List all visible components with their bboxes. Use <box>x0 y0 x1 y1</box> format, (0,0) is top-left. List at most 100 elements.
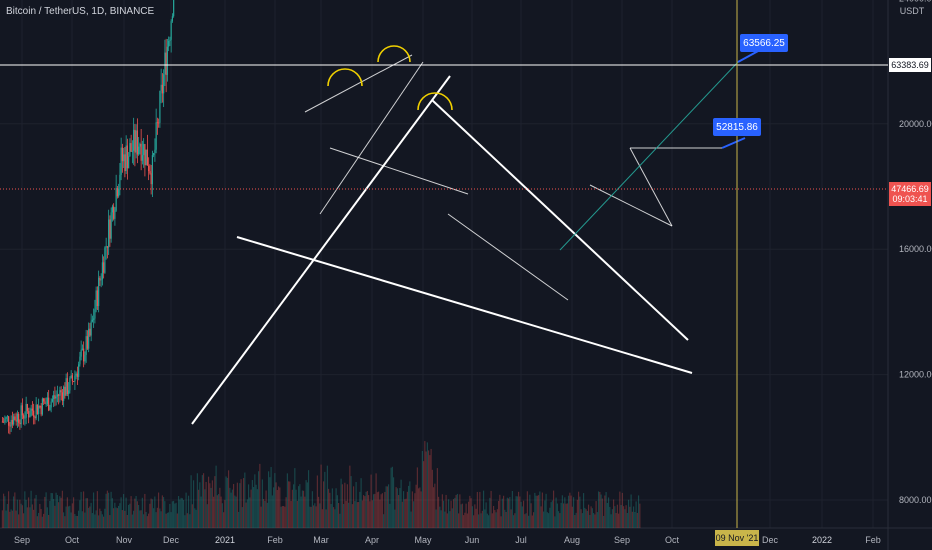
volume-bar <box>354 501 356 528</box>
volume-bar <box>401 501 403 528</box>
volume-bar <box>546 512 548 528</box>
volume-bar <box>359 491 361 528</box>
volume-bar <box>248 484 250 528</box>
volume-bar <box>369 501 371 528</box>
volume-bar <box>324 471 326 528</box>
volume-bar <box>24 491 26 528</box>
volume-bar <box>40 508 42 528</box>
volume-bar <box>144 493 146 528</box>
candle-body <box>145 149 147 166</box>
volume-bar <box>111 498 113 528</box>
volume-bar <box>573 497 575 528</box>
volume-bar <box>425 451 427 528</box>
candle-body <box>39 405 41 407</box>
candle-body <box>164 52 166 75</box>
candle-body <box>54 395 56 399</box>
volume-bar <box>158 492 160 528</box>
volume-bar <box>118 505 120 528</box>
volume-bar <box>283 506 285 528</box>
volume-bar <box>636 512 638 528</box>
volume-bar <box>141 497 143 528</box>
volume-bar <box>174 503 176 528</box>
volume-bar <box>435 509 437 528</box>
volume-bar <box>225 476 227 528</box>
candle-body <box>110 212 112 239</box>
volume-bar <box>631 511 633 528</box>
candle-body <box>18 413 20 423</box>
candle-body <box>51 399 53 402</box>
volume-bar <box>298 486 300 528</box>
x-tick-label: Dec <box>762 535 779 545</box>
time-marker-tag <box>715 530 759 546</box>
volume-bar <box>458 513 460 528</box>
volume-bar <box>218 494 220 528</box>
candle-body <box>5 417 7 419</box>
candle-body <box>11 419 13 425</box>
volume-bar <box>214 476 216 528</box>
volume-bar <box>505 511 507 528</box>
volume-bar <box>108 492 110 528</box>
volume-bar <box>446 513 448 528</box>
candle-body <box>35 404 37 419</box>
candle-body <box>111 206 113 213</box>
volume-bar <box>204 489 206 528</box>
volume-bar <box>205 481 207 528</box>
volume-bar <box>130 496 132 528</box>
candle-body <box>134 129 136 153</box>
volume-bar <box>311 491 313 528</box>
volume-bar <box>481 510 483 528</box>
volume-bar <box>593 513 595 528</box>
volume-bar <box>604 495 606 528</box>
volume-bar <box>355 482 357 528</box>
volume-bar <box>421 450 423 528</box>
volume-bar <box>230 492 232 528</box>
candle-body <box>1 421 3 423</box>
volume-bar <box>541 492 543 528</box>
candle-body <box>45 403 47 405</box>
volume-bar <box>440 510 442 528</box>
y-tick-label: 16000.00 <box>899 244 932 254</box>
volume-bar <box>113 508 115 528</box>
volume-bar <box>146 516 148 528</box>
candle-body <box>90 321 92 336</box>
candle-body <box>66 378 68 395</box>
candle-body <box>96 290 98 307</box>
volume-bar <box>191 504 193 528</box>
x-tick-label: Feb <box>865 535 881 545</box>
candle-body <box>150 173 152 185</box>
volume-bar <box>461 503 463 528</box>
volume-bar <box>605 492 607 528</box>
volume-bar <box>553 490 555 528</box>
volume-bar <box>638 495 640 528</box>
volume-bar <box>500 516 502 528</box>
trendline-lower-wedge <box>236 236 693 374</box>
volume-bar <box>151 499 153 528</box>
volume-bar <box>528 515 530 528</box>
candle-body <box>85 336 87 355</box>
volume-bar <box>615 512 617 528</box>
volume-bar <box>370 474 372 528</box>
candle-body <box>53 395 55 400</box>
candle-body <box>101 262 103 280</box>
trendline-channel-lower <box>329 147 469 195</box>
volume-bar <box>211 480 213 528</box>
volume-bar <box>189 514 191 528</box>
volume-bar <box>31 504 33 528</box>
volume-bar <box>240 479 242 528</box>
volume-bar <box>276 490 278 528</box>
trendline-descending <box>431 99 689 341</box>
volume-bar <box>375 473 377 528</box>
volume-bar <box>606 502 608 528</box>
volume-bar <box>493 505 495 528</box>
volume-bar <box>279 487 281 528</box>
volume-bar <box>181 498 183 528</box>
volume-bar <box>116 508 118 528</box>
candle-body <box>75 373 77 376</box>
volume-bar <box>239 483 241 528</box>
volume-bar <box>545 493 547 528</box>
volume-bar <box>423 461 425 528</box>
volume-bar <box>135 495 137 528</box>
volume-bar <box>585 509 587 528</box>
